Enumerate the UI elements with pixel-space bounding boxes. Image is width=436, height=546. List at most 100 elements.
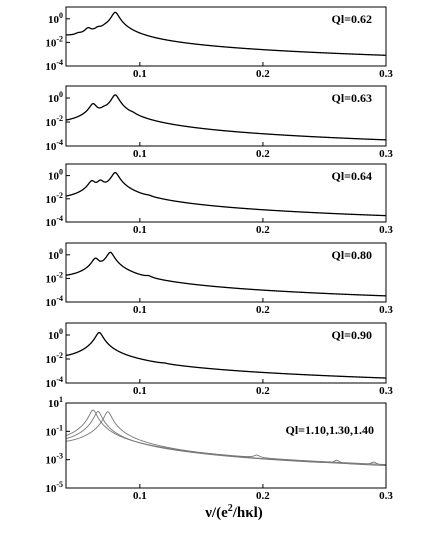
y-tick-label: 10-2 xyxy=(45,351,63,366)
y-tick-label: 100 xyxy=(48,90,63,105)
plot-frame xyxy=(65,402,387,489)
y-tick-exponent: -4 xyxy=(56,58,63,67)
y-tick-label: 10-2 xyxy=(45,34,63,49)
series-line-1 xyxy=(66,171,386,217)
series-group xyxy=(66,171,386,217)
y-tick-base: 10 xyxy=(48,171,60,183)
x-tick-label: 0.2 xyxy=(256,304,270,316)
x-tick-label: 0.3 xyxy=(379,224,393,236)
series-line-1 xyxy=(66,251,386,297)
y-tick-base: 10 xyxy=(48,330,60,342)
panel-annotation: Ql=0.80 xyxy=(331,248,372,262)
y-tick-base: 10 xyxy=(45,378,57,390)
y-tick-exponent: -2 xyxy=(56,351,63,360)
y-tick-exponent: -2 xyxy=(56,270,63,279)
y-tick-base: 10 xyxy=(45,426,57,438)
plot-frame xyxy=(65,163,387,223)
y-tick-exponent: 0 xyxy=(59,168,63,177)
x-tick-label: 0.1 xyxy=(133,304,147,316)
y-tick-exponent: -2 xyxy=(56,114,63,123)
y-tick-exponent: 0 xyxy=(59,247,63,256)
x-tick-label: 0.3 xyxy=(379,490,393,502)
plot-frame xyxy=(65,322,387,384)
y-tick-base: 10 xyxy=(45,297,57,309)
series-line-1 xyxy=(66,94,386,141)
y-tick-label: 10-2 xyxy=(45,114,63,129)
y-tick-label: 10-5 xyxy=(45,480,63,495)
x-tick-label: 0.2 xyxy=(256,68,270,80)
x-tick-label: 0.3 xyxy=(379,385,393,397)
y-tick-base: 10 xyxy=(45,37,57,49)
x-tick-label: 0.3 xyxy=(379,68,393,80)
y-tick-base: 10 xyxy=(48,14,60,26)
y-tick-exponent: -4 xyxy=(56,375,63,384)
y-tick-base: 10 xyxy=(48,250,60,262)
series-line-1 xyxy=(66,11,386,56)
series-line-3 xyxy=(66,411,386,466)
x-tick-label: 0.3 xyxy=(379,148,393,160)
y-tick-label: 10-2 xyxy=(45,270,63,285)
x-tick-label: 0.1 xyxy=(133,68,147,80)
y-tick-exponent: -2 xyxy=(56,34,63,43)
x-axis-label-part: ν/(e xyxy=(204,505,228,521)
y-tick-label: 10-3 xyxy=(45,452,63,467)
y-tick-exponent: -2 xyxy=(56,191,63,200)
x-tick-label: 0.1 xyxy=(133,385,147,397)
plot-frame xyxy=(65,6,387,67)
y-tick-base: 10 xyxy=(45,217,57,229)
y-tick-base: 10 xyxy=(45,354,57,366)
y-tick-label: 10-4 xyxy=(45,214,63,229)
y-tick-exponent: 1 xyxy=(59,395,63,404)
x-tick-label: 0.1 xyxy=(133,224,147,236)
y-tick-exponent: 0 xyxy=(59,11,63,20)
series-group xyxy=(66,11,386,56)
x-tick-label: 0.3 xyxy=(379,304,393,316)
y-tick-base: 10 xyxy=(45,273,57,285)
y-tick-base: 10 xyxy=(45,455,57,467)
y-tick-label: 100 xyxy=(48,11,63,26)
y-tick-base: 10 xyxy=(45,141,57,153)
y-tick-label: 100 xyxy=(48,247,63,262)
x-axis-label-superscript: 2 xyxy=(228,503,233,514)
series-line-1 xyxy=(66,331,386,379)
x-tick-label: 0.2 xyxy=(256,490,270,502)
series-group xyxy=(66,94,386,141)
y-tick-base: 10 xyxy=(45,194,57,206)
y-tick-label: 100 xyxy=(48,168,63,183)
y-tick-exponent: -1 xyxy=(56,423,63,432)
y-tick-label: 10-4 xyxy=(45,294,63,309)
x-tick-label: 0.2 xyxy=(256,385,270,397)
panel-annotation: Ql=0.63 xyxy=(331,91,372,105)
y-tick-base: 10 xyxy=(48,398,60,410)
y-tick-label: 10-2 xyxy=(45,191,63,206)
y-tick-base: 10 xyxy=(45,61,57,73)
x-tick-label: 0.1 xyxy=(133,148,147,160)
y-tick-exponent: -5 xyxy=(56,480,63,489)
panel-annotation: Ql=0.64 xyxy=(331,169,372,183)
y-tick-label: 10-4 xyxy=(45,58,63,73)
y-tick-label: 101 xyxy=(48,395,63,410)
x-axis-label: ν/(e2/hκl) xyxy=(204,503,263,521)
x-tick-label: 0.1 xyxy=(133,490,147,502)
series-group xyxy=(66,409,386,467)
x-axis-label-part: /hκl) xyxy=(232,505,263,521)
y-tick-exponent: -4 xyxy=(56,294,63,303)
panel-annotation: Ql=1.10,1.30,1.40 xyxy=(285,423,374,437)
plot-frame xyxy=(65,242,387,303)
y-tick-label: 10-4 xyxy=(45,375,63,390)
y-tick-exponent: 0 xyxy=(59,327,63,336)
x-tick-label: 0.2 xyxy=(256,148,270,160)
series-line-2 xyxy=(66,411,386,467)
y-tick-exponent: 0 xyxy=(59,90,63,99)
y-tick-label: 10-1 xyxy=(45,423,63,438)
panel-annotation: Ql=0.90 xyxy=(331,328,372,342)
y-tick-label: 100 xyxy=(48,327,63,342)
y-tick-label: 10-4 xyxy=(45,138,63,153)
series-group xyxy=(66,251,386,297)
chart-panel: 0.1 0.2 0.310110-110-310-5Ql=1.10,1.30,1.4… xyxy=(45,395,393,521)
